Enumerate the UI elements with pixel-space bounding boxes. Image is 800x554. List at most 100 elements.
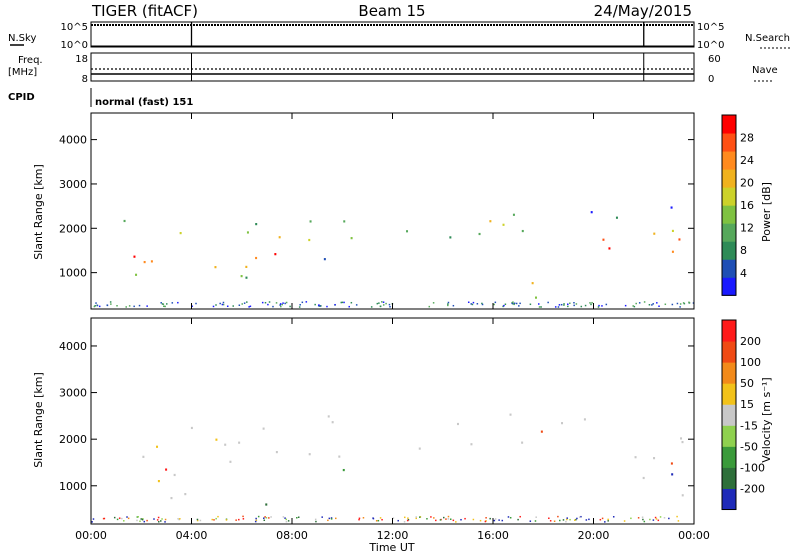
data-cell xyxy=(664,303,667,306)
colorbar-tick-label: 8 xyxy=(740,244,747,257)
data-cell xyxy=(512,213,515,216)
data-cell xyxy=(133,255,136,258)
data-cell xyxy=(127,517,130,520)
data-cell xyxy=(392,517,395,519)
data-cell xyxy=(136,516,139,518)
data-cell xyxy=(682,302,685,304)
velocity-panel: 1000 2000 3000 4000 Slant Range [km] 200 100… xyxy=(32,317,773,525)
x-tick-label: 04:00 xyxy=(176,529,208,542)
data-cell xyxy=(150,260,153,263)
data-cell xyxy=(583,418,586,421)
data-cell xyxy=(246,231,249,234)
colorbar-frame xyxy=(721,319,737,511)
data-cell xyxy=(314,303,316,306)
data-cell xyxy=(331,421,334,424)
data-cell xyxy=(531,282,534,285)
data-cell xyxy=(280,305,282,308)
data-cell xyxy=(634,456,637,459)
data-cell xyxy=(476,303,479,305)
data-cell xyxy=(501,519,504,522)
colorbar-tick-label: 28 xyxy=(740,132,754,145)
data-cell xyxy=(123,520,125,522)
data-cell xyxy=(195,302,197,305)
data-cell xyxy=(157,516,160,519)
data-cell xyxy=(504,303,507,306)
data-cell xyxy=(534,520,537,522)
data-cell xyxy=(447,301,450,304)
power-panel: 1000 2000 3000 4000 Slant Range [km] 28 24 20… xyxy=(32,112,773,310)
data-cell xyxy=(580,305,583,308)
data-cell xyxy=(375,520,378,522)
data-cell xyxy=(489,220,492,223)
x-tick-label: 16:00 xyxy=(477,529,509,542)
data-cell xyxy=(565,520,567,523)
data-cell xyxy=(299,304,301,306)
data-cell xyxy=(116,304,118,307)
data-cell xyxy=(529,303,532,306)
data-cell xyxy=(284,517,286,519)
data-cell xyxy=(379,305,382,308)
data-cell xyxy=(222,301,225,304)
data-cell xyxy=(263,519,266,522)
data-cell xyxy=(653,457,656,460)
data-cell xyxy=(433,517,435,519)
data-cell xyxy=(470,303,472,305)
data-cell xyxy=(164,518,167,521)
data-cell xyxy=(519,302,521,305)
freq-label: Freq. xyxy=(18,55,43,66)
data-cell xyxy=(315,520,317,523)
colorbar-tick-label: 4 xyxy=(740,267,747,280)
data-cell xyxy=(558,304,561,306)
data-cell xyxy=(287,520,290,522)
data-cell xyxy=(232,305,234,307)
data-cell xyxy=(226,305,229,308)
data-cell xyxy=(166,303,168,305)
data-cell xyxy=(407,519,410,521)
data-cell xyxy=(248,306,250,308)
data-cell xyxy=(177,301,179,304)
data-cell xyxy=(285,301,288,304)
data-cell xyxy=(382,301,385,303)
data-cell xyxy=(623,520,626,522)
data-cell xyxy=(191,305,193,308)
data-cell xyxy=(238,518,240,521)
colorbar-tick-label: -200 xyxy=(740,482,765,495)
data-cell xyxy=(624,304,627,307)
data-cell xyxy=(153,518,155,520)
data-cell xyxy=(455,521,457,523)
power-y-ticks: 1000 2000 3000 4000 xyxy=(59,134,694,280)
data-cell xyxy=(136,519,138,522)
data-cell xyxy=(447,303,449,305)
data-cell xyxy=(297,516,300,518)
freq-tick-bottom: 8 xyxy=(82,74,88,85)
data-cell xyxy=(224,443,227,446)
colorbar-segment xyxy=(722,362,736,384)
velocity-data-marks xyxy=(91,413,684,523)
data-cell xyxy=(657,519,660,522)
data-cell xyxy=(238,304,241,307)
data-cell xyxy=(515,302,518,305)
data-cell xyxy=(494,518,497,520)
velocity-colorbar: 200 100 50 15 -15 -50 -100 -200 xyxy=(721,319,765,511)
velocity-colorbar-label: Velocity [m s⁻¹] xyxy=(760,377,773,462)
data-cell xyxy=(262,427,265,430)
colorbar-segment xyxy=(722,223,736,242)
data-cell xyxy=(217,515,219,518)
data-cell xyxy=(557,306,560,308)
data-cell xyxy=(494,301,497,304)
data-cell xyxy=(238,441,241,444)
data-cell xyxy=(91,521,93,523)
colorbar-tick-label: 12 xyxy=(740,222,754,235)
data-cell xyxy=(264,301,267,304)
data-cell xyxy=(445,518,447,520)
data-cell xyxy=(435,519,437,522)
data-cell xyxy=(327,415,330,418)
time-x-ticks: 00:00 04:00 08:00 12:00 16:00 20:00 00:00 xyxy=(75,113,710,542)
data-cell xyxy=(503,304,505,307)
colorbar-tick-label: 16 xyxy=(740,199,754,212)
data-cell xyxy=(521,441,524,444)
colorbar-tick-label: -15 xyxy=(740,419,758,432)
data-cell xyxy=(507,516,510,518)
data-cell xyxy=(679,303,682,305)
data-cell xyxy=(173,473,176,477)
